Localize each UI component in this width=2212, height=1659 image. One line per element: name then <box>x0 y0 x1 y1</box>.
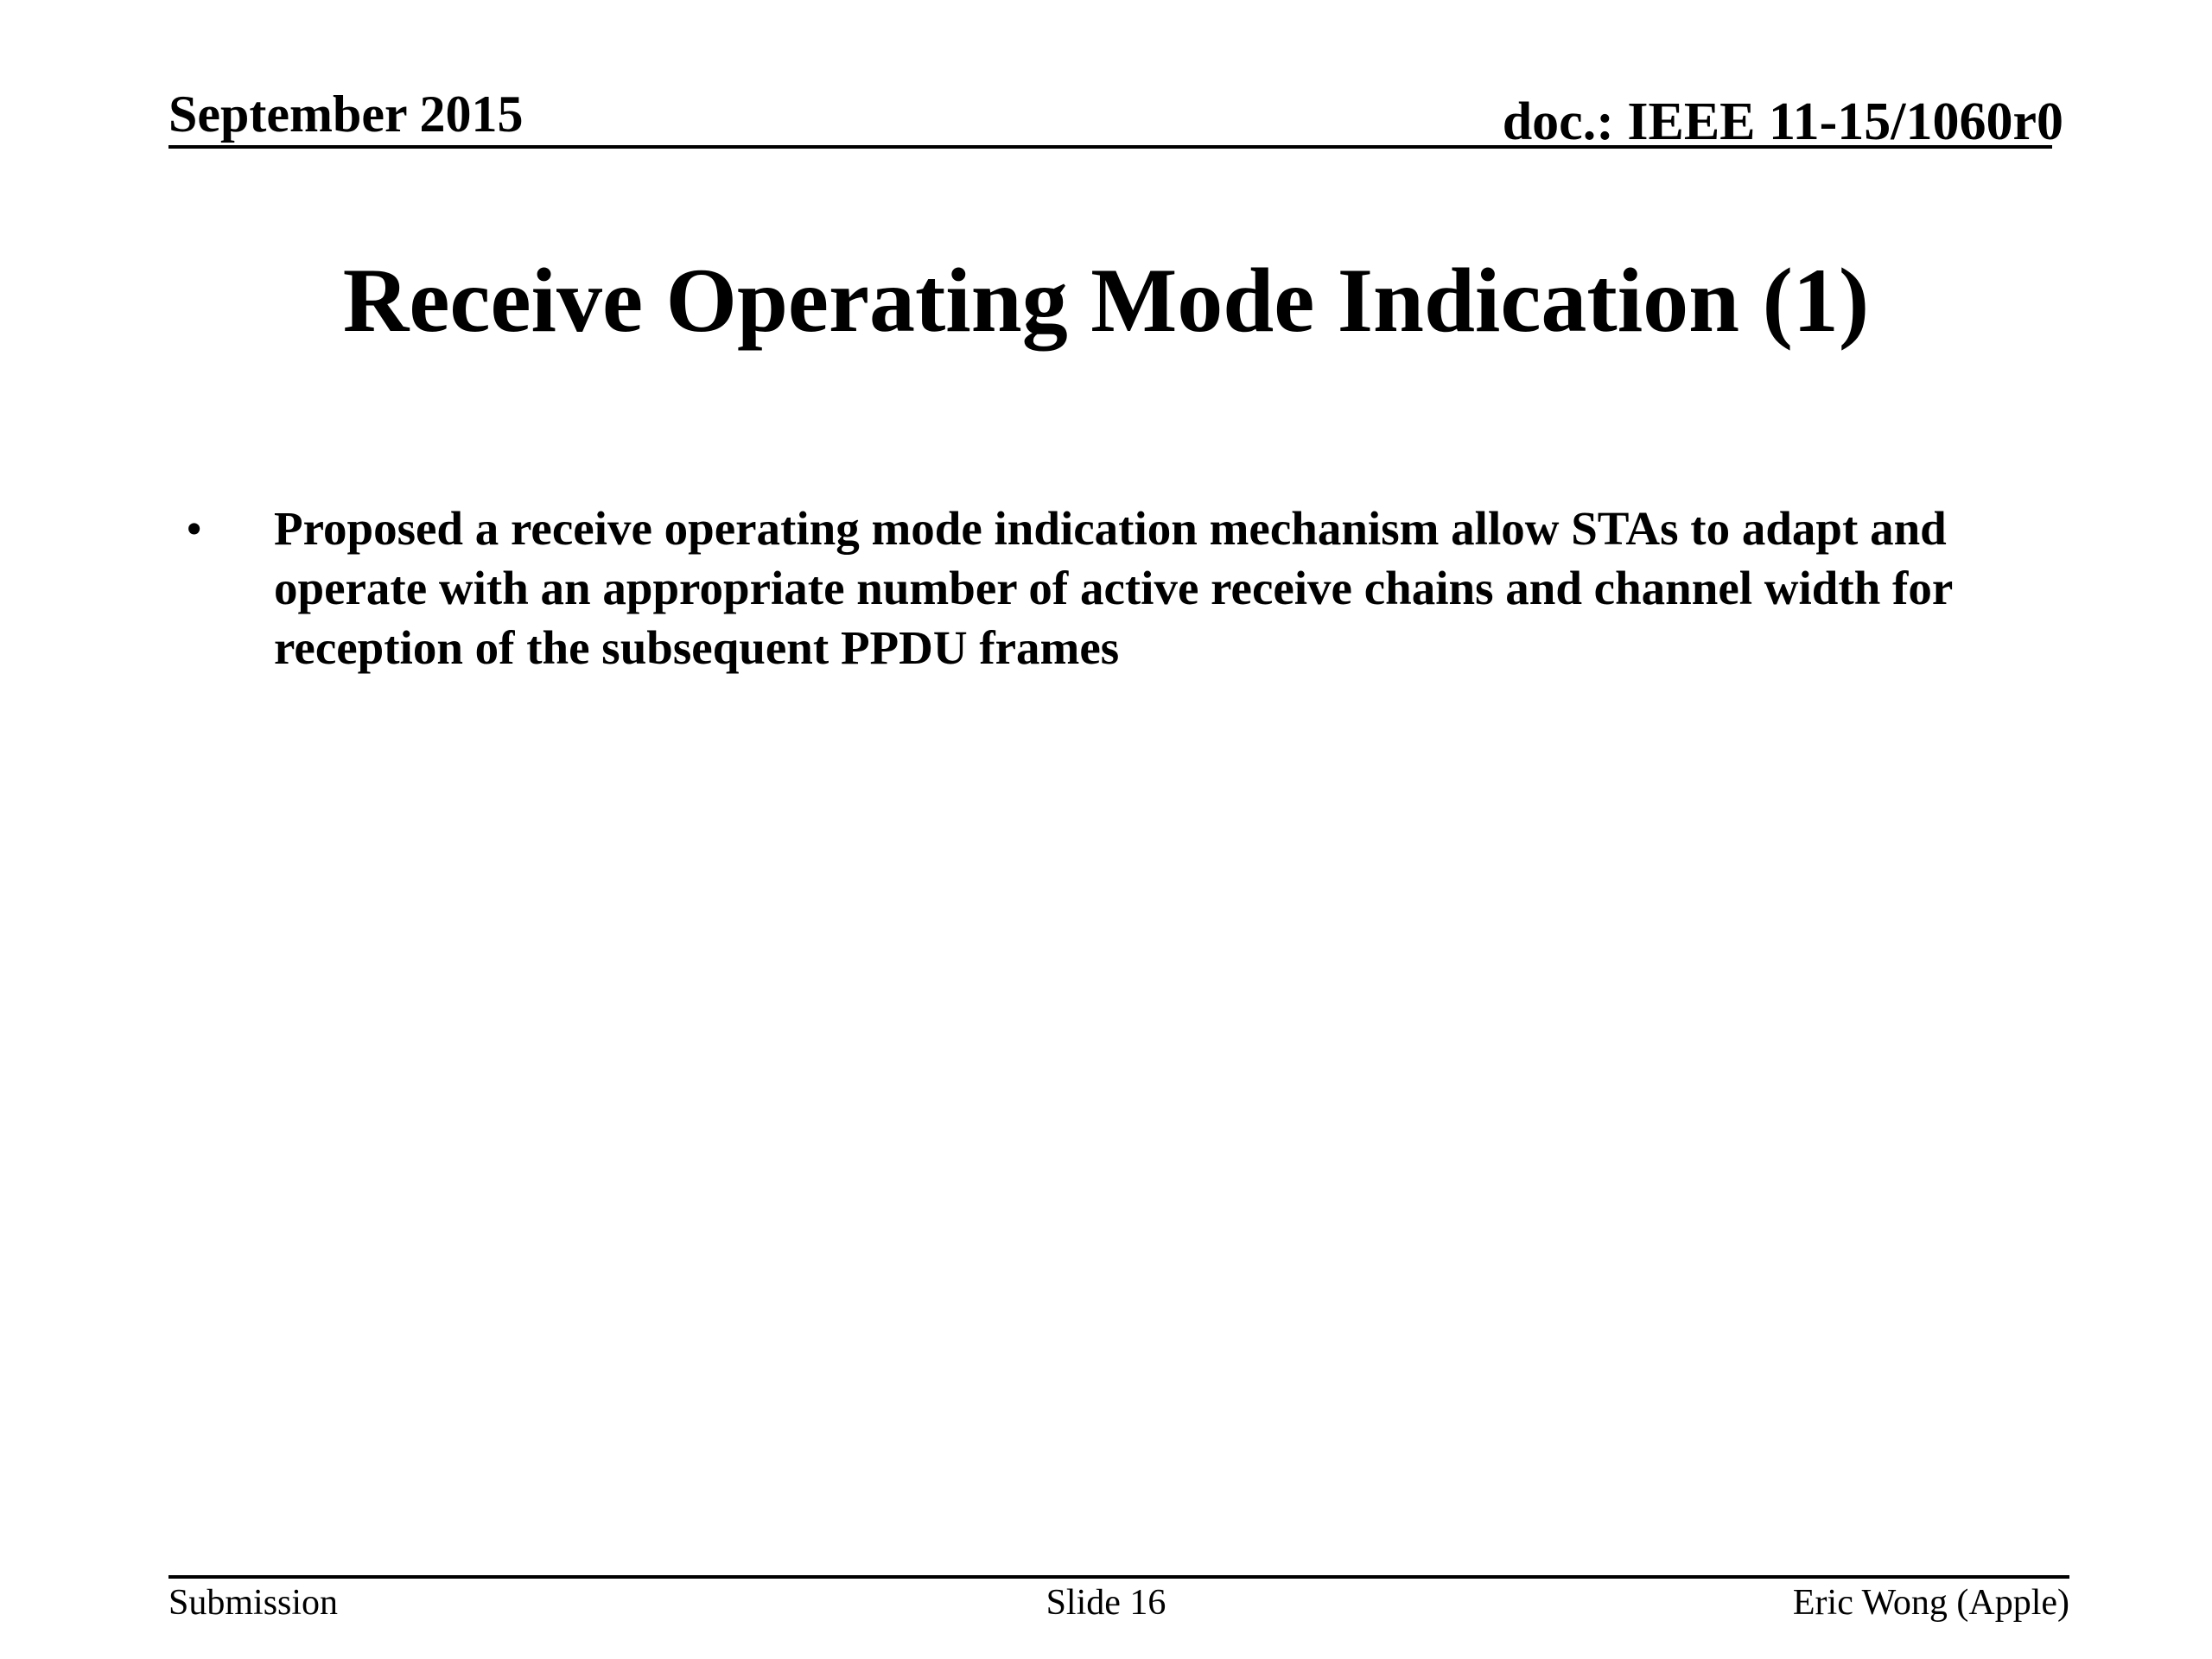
footer-submission: Submission <box>168 1583 339 1623</box>
header-date: September 2015 <box>168 86 524 143</box>
footer-divider <box>168 1575 2069 1579</box>
slide-title: Receive Operating Mode Indication (1) <box>342 250 1870 351</box>
header-divider <box>168 145 2052 149</box>
bullet-item: • Proposed a receive operating mode indi… <box>186 499 2087 677</box>
footer-slide-number: Slide 16 <box>1046 1583 1166 1623</box>
bullet-list: • Proposed a receive operating mode indi… <box>186 499 2087 677</box>
header-doc-id: doc.: IEEE 11-15/1060r0 <box>1502 92 2063 151</box>
footer-author: Eric Wong (Apple) <box>1792 1583 2069 1623</box>
bullet-icon: • <box>186 502 203 555</box>
bullet-text: Proposed a receive operating mode indica… <box>274 502 1953 674</box>
